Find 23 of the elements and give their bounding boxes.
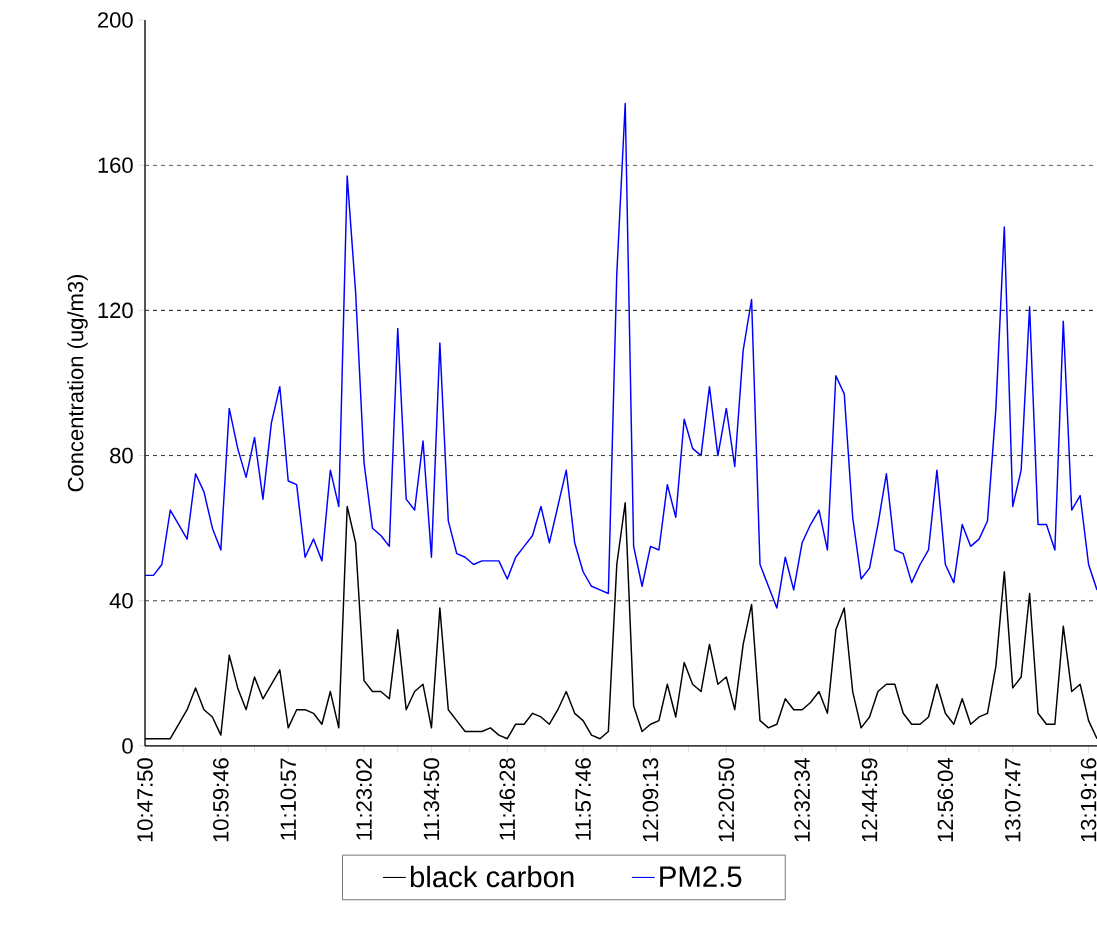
x-tick-label: 12:32:34 <box>794 758 810 842</box>
x-tick-label: 12:09:13 <box>642 758 659 842</box>
x-tick-label: 12:56:04 <box>937 758 954 842</box>
x-tick-label: 12:20:50 <box>718 758 735 842</box>
y-tick-label: 40 <box>109 593 133 609</box>
x-tick-label: 13:07:47 <box>1004 758 1021 842</box>
y-tick-label: 80 <box>110 447 133 464</box>
x-tick-label: 11:23:02 <box>356 758 372 840</box>
x-tick-label: 11:57:46 <box>575 758 591 840</box>
y-tick-label: 0 <box>122 738 133 754</box>
y-tick-label: 160 <box>98 157 133 173</box>
x-tick-label: 11:34:50 <box>423 758 440 840</box>
legend-label: PM2.5 <box>660 866 742 887</box>
x-tick-label: 11:10:57 <box>280 758 297 840</box>
x-tick-label: 10:59:46 <box>213 758 229 842</box>
x-tick-label: 12:44:59 <box>861 758 878 842</box>
x-tick-label: 10:47:50 <box>137 758 153 842</box>
y-tick-label: 120 <box>98 302 133 319</box>
y-tick-label: 200 <box>98 12 133 28</box>
legend-label: black carbon <box>410 865 574 888</box>
x-tick-label: 11:46:28 <box>499 758 516 840</box>
y-axis-title: Concentration (ug/m3) <box>67 274 88 492</box>
x-tick-label: 13:19:16 <box>1080 758 1097 842</box>
